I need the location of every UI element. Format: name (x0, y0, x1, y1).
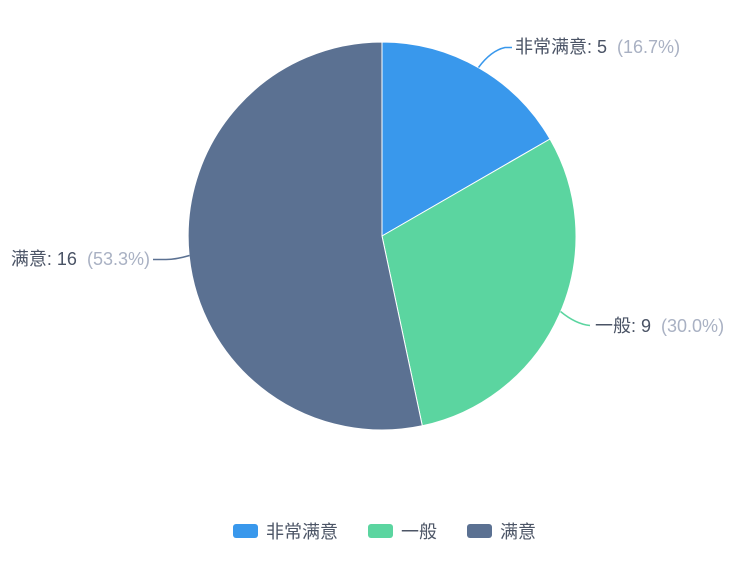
legend-marker-swatch (467, 524, 492, 538)
legend-marker-swatch (233, 524, 258, 538)
slice-label-text: 满意: 16 (10, 249, 77, 269)
slice-label-percent: (53.3%) (86, 249, 150, 269)
slice-label-neutral: 一般: 9 (30.0%) (595, 315, 724, 337)
legend-item-very-satisfied[interactable]: 非常满意 (233, 518, 338, 544)
legend-item-satisfied[interactable]: 满意 (467, 518, 536, 544)
legend-item-label: 一般 (401, 522, 437, 542)
pie-slices (187, 41, 577, 431)
legend: 非常满意 一般 满意 (0, 518, 747, 544)
slice-label-satisfied: 满意: 16 (53.3%) (11, 248, 150, 270)
legend-item-neutral[interactable]: 一般 (368, 518, 437, 544)
pie-slice-1[interactable] (381, 138, 577, 427)
slice-label-text: 非常满意: 5 (515, 37, 608, 57)
slice-label-percent: (30.0%) (661, 316, 725, 336)
legend-marker-swatch (368, 524, 393, 538)
label-line-1 (560, 310, 591, 327)
legend-item-label: 非常满意 (266, 522, 338, 542)
slice-label-percent: (16.7%) (617, 37, 681, 57)
legend-item-label: 满意 (500, 522, 536, 542)
slice-label-text: 一般: 9 (595, 316, 652, 336)
pie-slice-0[interactable] (381, 41, 551, 237)
label-line-0 (477, 46, 512, 68)
label-line-2 (153, 254, 190, 261)
slice-label-very-satisfied: 非常满意: 5 (16.7%) (515, 36, 680, 58)
